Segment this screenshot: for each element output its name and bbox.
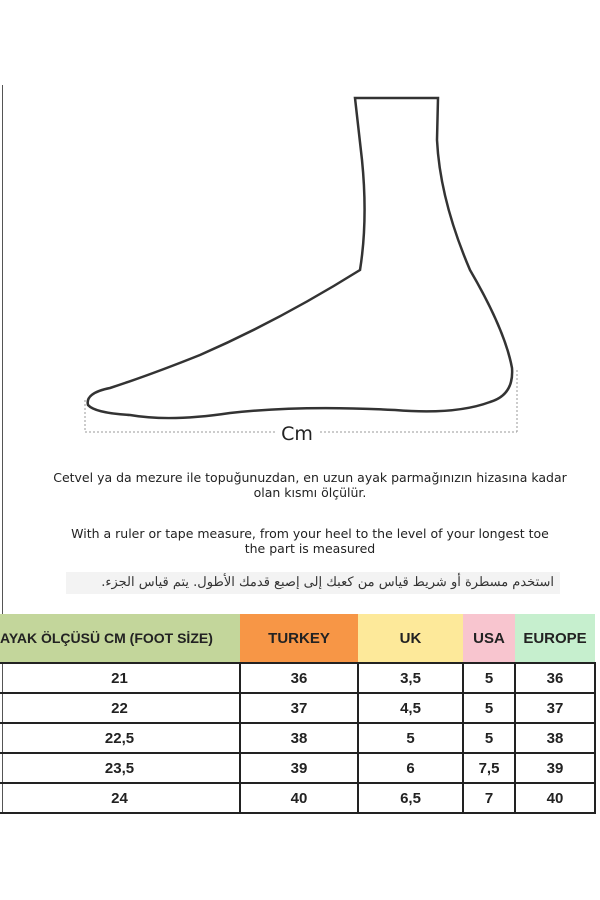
uk-cell: 5 [357, 722, 464, 754]
foot-size-cell: 23,5 [0, 752, 241, 784]
foot-size-cell: 22,5 [0, 722, 241, 754]
english-line-2: the part is measured [244, 541, 376, 556]
europe-cell: 39 [514, 752, 596, 784]
page-border-line [2, 85, 3, 813]
size-chart-table: AYAK ÖLÇÜSÜ CM (FOOT SİZE) TURKEY UK USA… [0, 614, 596, 814]
usa-cell: 7 [462, 782, 516, 814]
english-instruction: With a ruler or tape measure, from your … [40, 526, 580, 556]
turkey-cell: 40 [239, 782, 359, 814]
header-turkey: TURKEY [240, 614, 358, 663]
table-row: 21 36 3,5 5 36 [0, 662, 596, 694]
usa-cell: 5 [462, 662, 516, 694]
header-uk: UK [358, 614, 463, 663]
table-row: 22 37 4,5 5 37 [0, 692, 596, 724]
uk-cell: 6,5 [357, 782, 464, 814]
table-row: 23,5 39 6 7,5 39 [0, 752, 596, 784]
arabic-instruction: استخدم مسطرة أو شريط قياس من كعبك إلى إص… [66, 572, 560, 594]
foot-size-cell: 22 [0, 692, 241, 724]
foot-size-cell: 21 [0, 662, 241, 694]
turkey-cell: 38 [239, 722, 359, 754]
header-europe: EUROPE [515, 614, 595, 663]
foot-measurement-diagram: Cm [84, 96, 518, 445]
size-chart-body: 21 36 3,5 5 36 22 37 4,5 5 37 22,5 38 5 5 38 23,5 39 6 7,5… [0, 662, 596, 814]
turkey-cell: 39 [239, 752, 359, 784]
uk-cell: 6 [357, 752, 464, 784]
europe-cell: 37 [514, 692, 596, 724]
usa-cell: 5 [462, 692, 516, 724]
uk-cell: 4,5 [357, 692, 464, 724]
turkey-cell: 37 [239, 692, 359, 724]
turkish-line-1: Cetvel ya da mezure ile topuğunuzdan, en… [53, 470, 567, 485]
turkish-instruction: Cetvel ya da mezure ile topuğunuzdan, en… [40, 470, 580, 500]
europe-cell: 36 [514, 662, 596, 694]
english-line-1: With a ruler or tape measure, from your … [71, 526, 549, 541]
turkish-line-2: olan kısmı ölçülür. [253, 485, 367, 500]
foot-outline [86, 96, 514, 420]
header-usa: USA [463, 614, 515, 663]
table-row: 22,5 38 5 5 38 [0, 722, 596, 754]
turkey-cell: 36 [239, 662, 359, 694]
europe-cell: 40 [514, 782, 596, 814]
measure-label: Cm [281, 423, 313, 445]
foot-size-cell: 24 [0, 782, 241, 814]
header-foot-size: AYAK ÖLÇÜSÜ CM (FOOT SİZE) [0, 614, 240, 663]
table-header-row: AYAK ÖLÇÜSÜ CM (FOOT SİZE) TURKEY UK USA… [0, 614, 595, 663]
europe-cell: 38 [514, 722, 596, 754]
usa-cell: 5 [462, 722, 516, 754]
usa-cell: 7,5 [462, 752, 516, 784]
table-row: 24 40 6,5 7 40 [0, 782, 596, 814]
uk-cell: 3,5 [357, 662, 464, 694]
